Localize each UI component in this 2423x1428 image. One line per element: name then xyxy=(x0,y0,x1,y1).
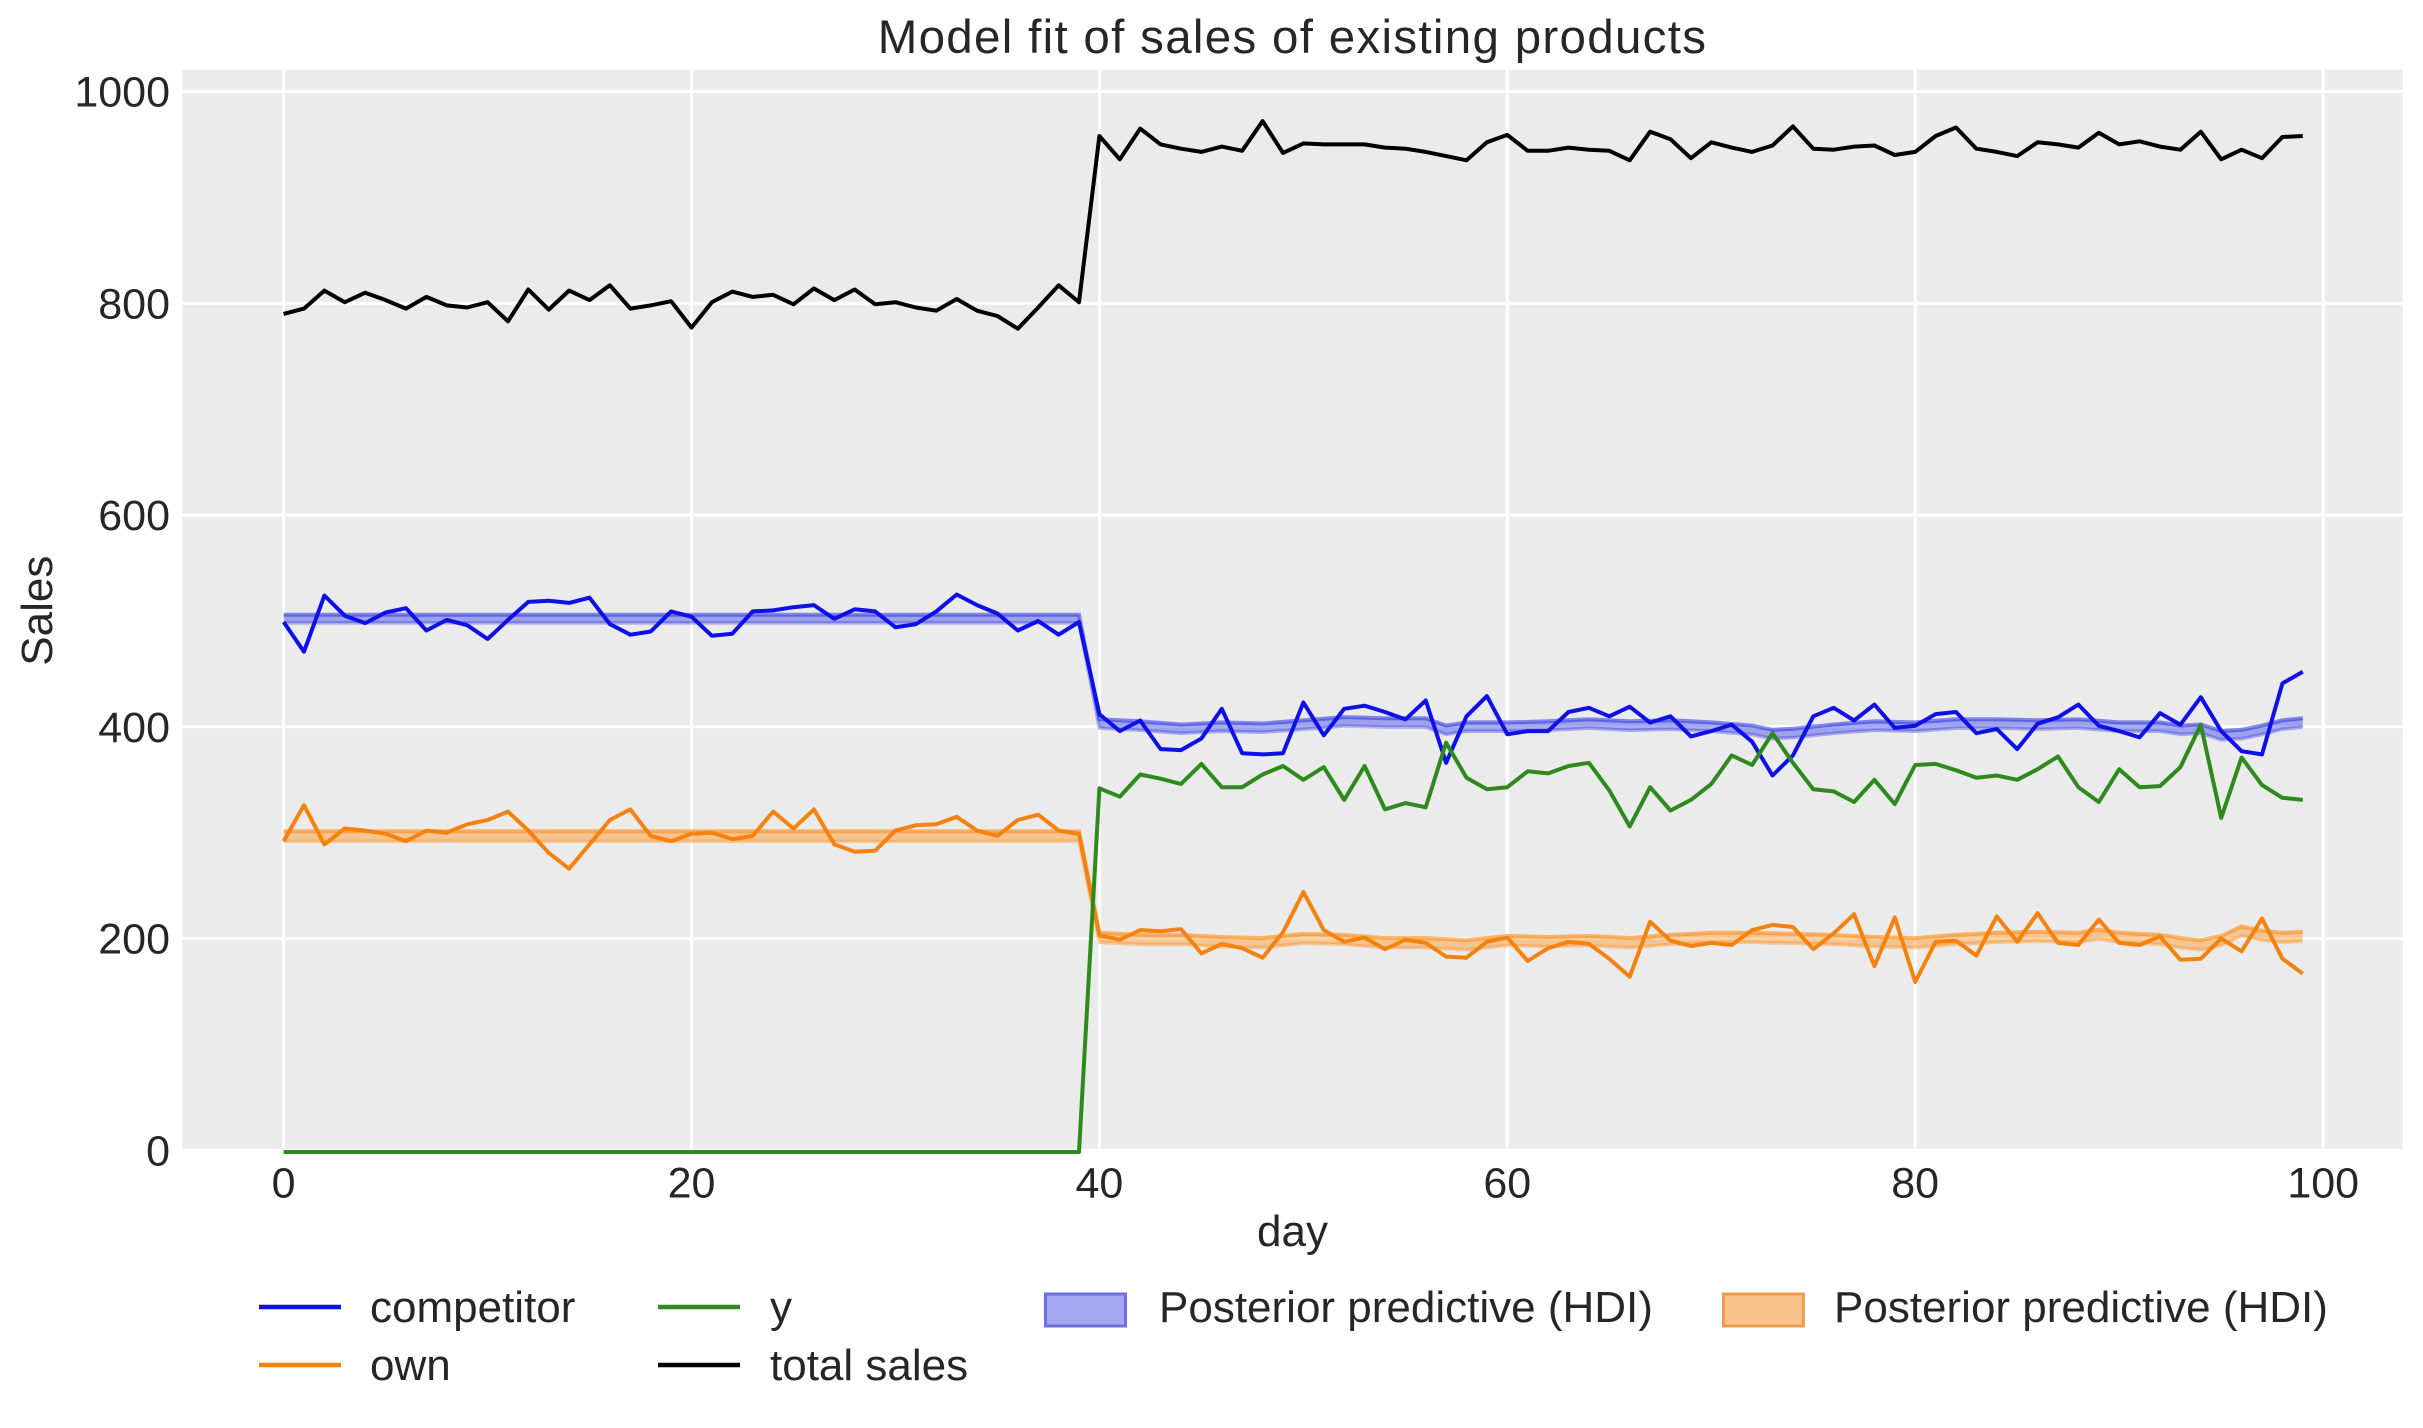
svg-text:400: 400 xyxy=(98,704,170,752)
svg-text:own: own xyxy=(370,1341,451,1390)
svg-text:day: day xyxy=(1257,1207,1328,1256)
svg-text:Posterior predictive (HDI): Posterior predictive (HDI) xyxy=(1834,1283,2328,1332)
svg-text:Model fit of sales of existing: Model fit of sales of existing products xyxy=(878,11,1708,64)
svg-text:0: 0 xyxy=(146,1127,170,1175)
svg-text:0: 0 xyxy=(272,1160,296,1208)
svg-text:80: 80 xyxy=(1891,1160,1939,1208)
svg-text:Posterior predictive (HDI): Posterior predictive (HDI) xyxy=(1159,1283,1653,1332)
svg-text:Sales: Sales xyxy=(13,556,62,666)
svg-text:40: 40 xyxy=(1075,1160,1123,1208)
svg-text:y: y xyxy=(770,1283,792,1332)
svg-text:total sales: total sales xyxy=(770,1341,968,1390)
svg-text:200: 200 xyxy=(98,916,170,964)
svg-text:60: 60 xyxy=(1483,1160,1531,1208)
svg-text:800: 800 xyxy=(98,280,170,328)
svg-text:20: 20 xyxy=(668,1160,716,1208)
svg-text:100: 100 xyxy=(2287,1160,2359,1208)
svg-text:competitor: competitor xyxy=(370,1283,575,1332)
svg-text:600: 600 xyxy=(98,492,170,540)
svg-text:1000: 1000 xyxy=(74,69,170,117)
